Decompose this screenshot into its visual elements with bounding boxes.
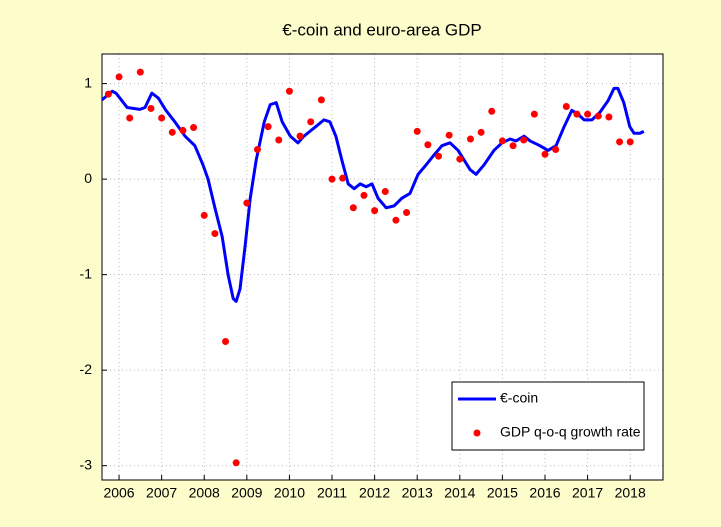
x-tick-label: 2010 xyxy=(274,485,305,501)
point xyxy=(509,142,517,150)
point xyxy=(200,211,208,219)
point xyxy=(552,146,560,154)
legend-label: GDP q-o-q growth rate xyxy=(500,424,641,440)
point xyxy=(403,209,411,217)
point xyxy=(594,112,602,120)
point xyxy=(541,150,549,158)
y-tick-label: -2 xyxy=(80,361,93,377)
point xyxy=(488,107,496,115)
point xyxy=(147,104,155,112)
line xyxy=(101,86,645,303)
point xyxy=(115,73,123,81)
point xyxy=(616,138,624,146)
x-tick-label: 2012 xyxy=(359,485,390,501)
point xyxy=(104,90,112,98)
point xyxy=(275,136,283,144)
x-tick-label: 2018 xyxy=(615,485,646,501)
point xyxy=(520,136,528,144)
plot-frame xyxy=(101,53,664,481)
point xyxy=(456,155,464,163)
point xyxy=(605,113,613,121)
point xyxy=(562,103,570,111)
point xyxy=(498,137,506,145)
chart-title: €-coin and euro-area GDP xyxy=(282,20,481,39)
x-tick-label: 2014 xyxy=(444,485,475,501)
point xyxy=(158,114,166,122)
x-tick-label: 2011 xyxy=(317,485,347,501)
x-tick-label: 2006 xyxy=(103,485,134,501)
y-tick-label: -3 xyxy=(80,456,93,472)
point xyxy=(328,175,336,183)
point xyxy=(371,207,379,215)
x-tick-label: 2008 xyxy=(189,485,220,501)
point xyxy=(317,96,325,104)
point xyxy=(296,132,304,140)
x-tick-label: 2007 xyxy=(146,485,177,501)
point xyxy=(392,216,400,224)
point xyxy=(573,110,581,118)
point xyxy=(232,459,240,467)
point xyxy=(190,124,198,132)
point xyxy=(211,230,219,238)
point xyxy=(222,338,230,346)
point xyxy=(253,146,261,154)
legend-point xyxy=(473,429,481,437)
point xyxy=(179,126,187,134)
legend-box xyxy=(451,381,645,451)
y-tick-label: 0 xyxy=(84,170,92,186)
point xyxy=(360,191,368,199)
point xyxy=(435,152,443,160)
point xyxy=(136,68,144,76)
x-tick-label: 2017 xyxy=(572,485,603,501)
point xyxy=(584,110,592,118)
point xyxy=(445,131,453,139)
point xyxy=(349,204,357,212)
x-tick-label: 2016 xyxy=(529,485,560,501)
point xyxy=(413,127,421,135)
point xyxy=(381,188,389,196)
x-tick-label: 2009 xyxy=(231,485,262,501)
point xyxy=(243,199,251,207)
y-tick-label: 1 xyxy=(84,74,92,90)
point xyxy=(264,123,272,131)
legend-label: €-coin xyxy=(500,390,538,406)
point xyxy=(339,174,347,182)
point xyxy=(466,135,474,143)
y-tick-label: -1 xyxy=(80,265,93,281)
point xyxy=(477,128,485,136)
point xyxy=(530,110,538,118)
point xyxy=(168,128,176,136)
point xyxy=(307,118,315,126)
point xyxy=(126,114,134,122)
point xyxy=(626,138,634,146)
point xyxy=(285,87,293,95)
x-tick-label: 2015 xyxy=(487,485,518,501)
point xyxy=(424,141,432,149)
x-tick-label: 2013 xyxy=(402,485,433,501)
